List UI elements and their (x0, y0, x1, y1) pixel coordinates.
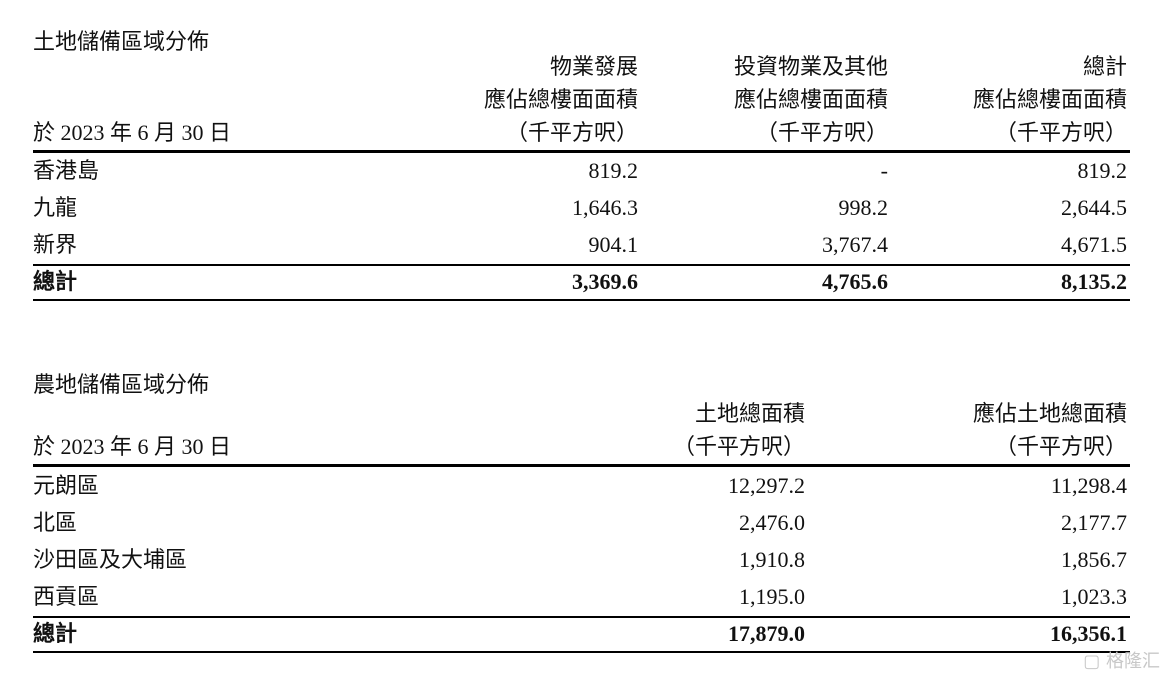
table1-cell: 2,644.5 (1061, 195, 1127, 220)
table1-header-rule (33, 150, 1130, 153)
table1-column-header: （千平方呎） (755, 120, 888, 145)
table1-date-label: 於 2023 年 6 月 30 日 (33, 120, 232, 145)
table1-column-header: 總計 (1082, 54, 1127, 79)
table1-cell: 4,671.5 (1061, 232, 1127, 257)
table1-total-cell: 4,765.6 (822, 269, 888, 294)
table2-header-rule (33, 464, 1130, 467)
table2-row-label: 西貢區 (33, 584, 100, 609)
table2-row-label: 元朗區 (33, 473, 100, 498)
table1-cell: 904.1 (588, 232, 639, 257)
table2-column-header: （千平方呎） (672, 434, 805, 459)
table2-cell: 2,177.7 (1061, 510, 1127, 535)
table2-cell: 1,195.0 (739, 584, 805, 609)
table2-row-label: 沙田區及大埔區 (33, 547, 188, 572)
table2-cell: 2,476.0 (739, 510, 805, 535)
table1-column-header: 物業發展 (549, 54, 638, 79)
table1-row-label: 香港島 (33, 158, 100, 183)
table1-column-header: 應佔總樓面面積 (483, 87, 638, 112)
watermark-text: 格隆汇 (1106, 651, 1160, 672)
table1-cell: 819.2 (588, 158, 639, 183)
table1-column-header: （千平方呎） (994, 120, 1127, 145)
table1-cell: 3,767.4 (822, 232, 888, 257)
table1-column-header: 應佔總樓面面積 (972, 87, 1127, 112)
table1-cell: 819.2 (1077, 158, 1128, 183)
table1-row-label: 新界 (33, 232, 78, 257)
table2-total-rule (33, 616, 1130, 618)
table2-title: 農地儲備區域分佈 (33, 372, 210, 397)
table1-cell: 998.2 (838, 195, 889, 220)
table1-cell: 1,646.3 (572, 195, 638, 220)
table2-row-label: 北區 (33, 510, 78, 535)
table1-total-cell: 8,135.2 (1061, 269, 1127, 294)
table1-title: 土地儲備區域分佈 (33, 29, 210, 54)
table1-total-cell: 3,369.6 (572, 269, 638, 294)
table2-total-cell: 17,879.0 (728, 621, 805, 646)
table1-bottom-rule (33, 299, 1130, 301)
table2-total-cell: 16,356.1 (1050, 621, 1127, 646)
watermark-logo: ▢ 格隆汇 (1083, 651, 1160, 672)
table1-total-label: 總計 (33, 269, 78, 294)
table2-cell: 1,023.3 (1061, 584, 1127, 609)
table2-column-header: 應佔土地總面積 (972, 401, 1127, 426)
table2-cell: 11,298.4 (1050, 473, 1127, 498)
table1-column-header: 投資物業及其他 (733, 54, 888, 79)
table1-cell: - (880, 158, 888, 183)
table1-column-header: （千平方呎） (505, 120, 638, 145)
table1-row-label: 九龍 (33, 195, 78, 220)
table2-bottom-rule (33, 651, 1130, 653)
table2-total-label: 總計 (33, 621, 78, 646)
table1-total-rule (33, 264, 1130, 266)
table2-column-header: 土地總面積 (694, 401, 805, 426)
table2-date-label: 於 2023 年 6 月 30 日 (33, 434, 232, 459)
table2-column-header: （千平方呎） (994, 434, 1127, 459)
table2-cell: 12,297.2 (728, 473, 805, 498)
table2-cell: 1,910.8 (739, 547, 805, 572)
table2-cell: 1,856.7 (1061, 547, 1127, 572)
table1-column-header: 應佔總樓面面積 (733, 87, 888, 112)
